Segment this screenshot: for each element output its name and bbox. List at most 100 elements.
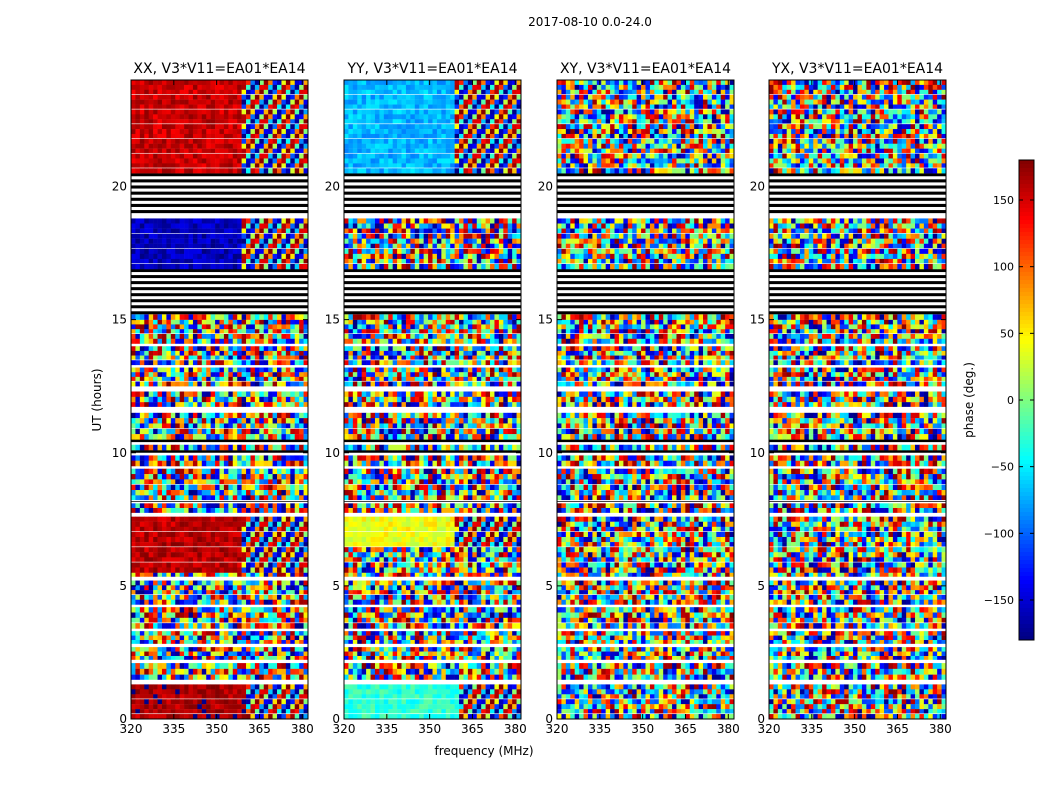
heatmap-cell xyxy=(175,104,180,110)
heatmap-cell xyxy=(153,412,158,419)
heatmap-cell xyxy=(219,99,225,105)
heatmap-cell xyxy=(139,423,145,429)
heatmap-cell xyxy=(201,647,207,652)
heatmap-cell xyxy=(131,104,136,110)
heatmap-cell xyxy=(232,163,238,169)
heatmap-cell xyxy=(432,623,438,629)
heatmap-cell xyxy=(201,468,207,475)
heatmap-cell xyxy=(170,580,176,586)
heatmap-cell xyxy=(153,572,158,577)
heatmap-cell xyxy=(268,381,273,387)
heatmap-cell xyxy=(241,168,247,174)
heatmap-cells xyxy=(344,80,522,720)
heatmap-cell xyxy=(135,80,141,86)
heatmap-cell xyxy=(419,663,424,670)
heatmap-cell xyxy=(228,238,234,244)
heatmap-cell xyxy=(237,516,242,522)
heatmap-cell xyxy=(153,148,158,154)
heatmap-cell xyxy=(272,104,278,110)
heatmap-cell xyxy=(246,428,251,435)
heatmap-cell xyxy=(210,248,216,255)
heatmap-cell xyxy=(201,324,207,330)
heatmap-cell xyxy=(516,651,522,657)
heatmap-cell xyxy=(277,314,282,320)
heatmap-cell xyxy=(215,372,220,378)
heatmap-cell xyxy=(303,684,309,690)
heatmap-cell xyxy=(485,617,491,624)
heatmap-cell xyxy=(303,585,309,591)
heatmap-cell xyxy=(241,547,247,553)
heatmap-cell xyxy=(179,694,185,700)
heatmap-cell xyxy=(277,552,282,558)
heatmap-cell xyxy=(215,228,220,234)
heatmap-cell xyxy=(472,689,478,695)
heatmap-cell xyxy=(197,635,203,641)
heatmap-cell xyxy=(503,617,509,624)
heatmap-cell xyxy=(161,360,167,366)
heatmap-cell xyxy=(357,607,362,613)
heatmap-cell xyxy=(299,434,304,440)
heatmap-cell xyxy=(370,651,376,657)
heatmap-cell xyxy=(281,158,287,164)
heatmap-cell xyxy=(197,148,203,154)
heatmap-cell xyxy=(410,655,416,661)
heatmap-cell xyxy=(215,623,220,629)
heatmap-cell xyxy=(281,314,287,320)
heatmap-cell xyxy=(201,684,207,690)
heatmap-cell xyxy=(206,258,211,265)
heatmap-cell xyxy=(157,223,163,229)
heatmap-cell xyxy=(157,258,163,265)
heatmap-cell xyxy=(272,223,278,229)
heatmap-cell xyxy=(157,635,163,641)
heatmap-cell xyxy=(170,631,176,636)
heatmap-cell xyxy=(277,474,282,480)
heatmap-cell xyxy=(459,635,464,641)
heatmap-cell xyxy=(277,329,282,335)
heatmap-cell xyxy=(277,607,282,613)
heatmap-cell xyxy=(392,689,398,695)
heatmap-cell xyxy=(166,402,172,408)
heatmap-cell xyxy=(277,594,282,600)
heatmap-cell xyxy=(188,612,194,619)
heatmap-cell xyxy=(481,668,486,675)
heatmap-cell xyxy=(175,562,180,568)
heatmap-cell xyxy=(135,218,141,224)
heatmap-cell xyxy=(281,248,287,255)
heatmap-cell xyxy=(157,334,163,339)
heatmap-cell xyxy=(179,258,185,265)
heatmap-cell xyxy=(153,338,158,344)
heatmap-cell xyxy=(374,580,380,586)
heatmap-cell xyxy=(144,542,149,548)
heatmap-cell xyxy=(272,228,278,234)
heatmap-cell xyxy=(419,689,424,695)
heatmap-cell xyxy=(175,119,180,125)
heatmap-cell xyxy=(259,484,265,491)
heatmap-cell xyxy=(432,612,438,619)
heatmap-cell xyxy=(241,474,247,480)
heatmap-cell xyxy=(139,243,145,250)
heatmap-cell xyxy=(241,668,247,675)
heatmap-cell xyxy=(161,338,167,344)
heatmap-cell xyxy=(410,612,416,619)
heatmap-cell xyxy=(184,585,189,591)
heatmap-cell xyxy=(170,562,176,568)
heatmap-cell xyxy=(246,346,251,352)
heatmap-cell xyxy=(144,612,149,619)
heatmap-cell xyxy=(184,314,189,320)
heatmap-cell xyxy=(490,612,495,619)
heatmap-cell xyxy=(436,617,442,624)
heatmap-cell xyxy=(445,635,451,641)
heatmap-cell xyxy=(268,531,273,538)
heatmap-cell xyxy=(450,674,455,681)
heatmap-cell xyxy=(179,474,185,480)
heatmap-cell xyxy=(512,674,517,681)
heatmap-cell xyxy=(237,552,242,558)
heatmap-cell xyxy=(184,350,189,356)
heatmap-cell xyxy=(303,655,309,661)
heatmap-cell xyxy=(241,557,247,563)
heatmap-cell xyxy=(379,668,385,675)
heatmap-cell xyxy=(423,640,429,645)
heatmap-cell xyxy=(192,495,198,501)
heatmap-cell xyxy=(215,516,220,522)
heatmap-cell xyxy=(237,434,242,440)
